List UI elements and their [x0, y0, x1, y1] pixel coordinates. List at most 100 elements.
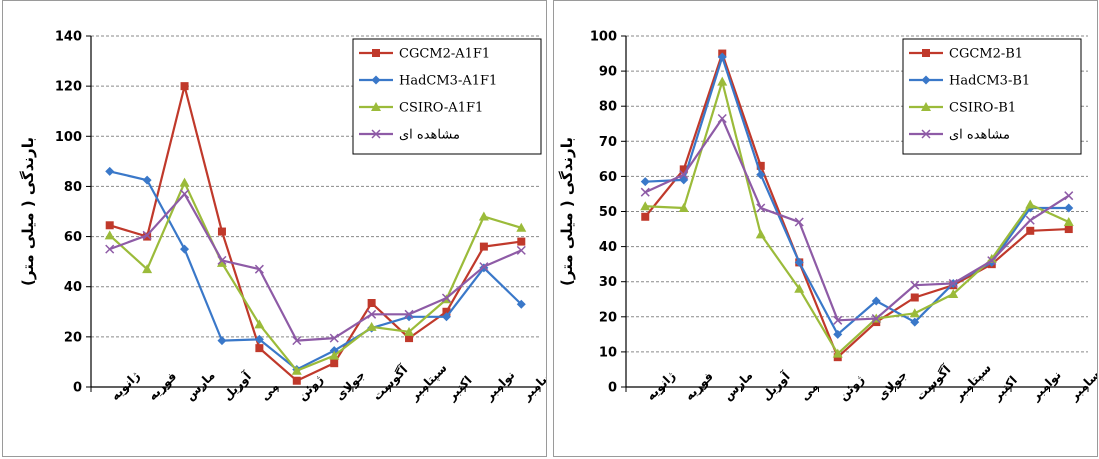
data-point [832, 348, 843, 358]
data-point [442, 307, 451, 316]
x-tick-label: ژوئن [836, 372, 868, 404]
data-point [404, 326, 415, 336]
data-point [756, 161, 765, 170]
series-0 [105, 82, 526, 385]
legend-label: CGCM2-A1F1 [399, 47, 490, 62]
x-tick-label: مارس [720, 368, 755, 403]
x-tick-label: ژانویه [643, 369, 678, 404]
data-point [910, 317, 920, 327]
data-point [640, 201, 651, 211]
data-point [717, 113, 727, 124]
data-point [254, 319, 265, 329]
data-point [516, 245, 526, 255]
data-point [717, 76, 728, 86]
data-point [291, 365, 302, 375]
data-point [678, 202, 689, 212]
x-tick-label: آگوست [912, 361, 954, 403]
data-point [717, 52, 727, 62]
legend-swatch-marker [921, 102, 931, 111]
y-axis-title: بارندگی ( میلی متر) [558, 137, 576, 286]
data-point [478, 211, 489, 221]
y-tick-label: 30 [599, 275, 617, 290]
data-point [217, 227, 226, 236]
x-tick-label: نوامبر [1028, 368, 1065, 405]
legend-label: HadCM3-B1 [949, 74, 1030, 89]
chart-panel-b1: 0 10 20 30 40 50 60 70 80 90 100 ژانویه فوریه مارس آور… [553, 0, 1098, 457]
data-point [143, 232, 152, 241]
y-tick-label: 20 [64, 330, 82, 345]
series-line [109, 85, 522, 382]
x-tick-label: جولای [332, 368, 368, 404]
y-tick-label: 40 [64, 280, 82, 295]
data-point [794, 283, 805, 293]
data-point [142, 230, 152, 240]
y-tick-label: 100 [590, 30, 617, 45]
legend-label: مشاهده ای [949, 128, 1010, 143]
data-point [105, 166, 115, 176]
x-tick-label: ژانویه [108, 369, 143, 404]
data-point [180, 82, 189, 91]
legend-swatch-marker [371, 75, 381, 85]
y-axis-title: بارندگی ( میلی متر) [19, 137, 37, 286]
x-tick-label: آگوست [369, 361, 411, 403]
data-point [180, 244, 190, 254]
data-point [292, 336, 302, 346]
data-point [329, 350, 340, 360]
x-tick-label: مارس [183, 368, 218, 403]
data-point [987, 256, 997, 266]
series-line [645, 80, 1070, 355]
x-tick-label: جولای [874, 368, 910, 404]
series-line [109, 192, 522, 342]
data-point [367, 309, 377, 319]
y-tick-label: 0 [73, 381, 82, 396]
legend-swatch-marker [921, 129, 931, 139]
legend-label: HadCM3-A1F1 [399, 74, 497, 89]
data-point [640, 187, 650, 197]
data-point [142, 264, 153, 274]
x-tick-label: می [258, 379, 282, 403]
data-point [479, 242, 488, 251]
y-tick-label: 120 [55, 80, 82, 95]
data-point [794, 257, 804, 267]
data-point [254, 334, 264, 344]
y-tick-label: 80 [64, 180, 82, 195]
data-point [105, 244, 115, 254]
x-tick-label: سپتامبر [951, 361, 994, 404]
data-point [329, 333, 339, 343]
data-point [909, 308, 920, 318]
legend: CGCM2-A1F1 HadCM3-A1F1 CSIRO-A1F1 مشاهده ای [352, 38, 542, 155]
data-point [517, 237, 526, 246]
y-tick-label: 100 [55, 130, 82, 145]
x-tick-label: اکتبر [989, 373, 1020, 404]
data-point [216, 257, 227, 267]
data-point [1025, 199, 1036, 209]
data-point [441, 293, 451, 303]
series-line [109, 170, 523, 371]
data-point [641, 212, 650, 221]
data-point [1063, 217, 1074, 227]
legend-label: CSIRO-B1 [949, 101, 1016, 116]
legend-label: CGCM2-B1 [949, 47, 1023, 62]
data-point [910, 293, 919, 302]
legend: CGCM2-B1 HadCM3-B1 CSIRO-B1 مشاهده ای [902, 38, 1082, 155]
data-point [479, 262, 489, 272]
data-point [255, 344, 264, 353]
data-point [833, 329, 843, 339]
data-point [679, 170, 689, 180]
data-point [104, 230, 115, 240]
series-2 [104, 177, 527, 375]
y-tick-label: 10 [599, 345, 617, 360]
data-point [1064, 191, 1074, 201]
legend-swatch-marker [371, 129, 381, 139]
legend-label: CSIRO-A1F1 [399, 101, 483, 116]
series-line [644, 52, 1069, 359]
y-tick-label: 0 [608, 381, 617, 396]
data-point [679, 165, 688, 174]
data-point [986, 253, 997, 263]
x-tick-label: آوریل [758, 368, 794, 404]
data-point [1025, 215, 1035, 225]
data-point [330, 359, 339, 368]
data-point [1026, 226, 1035, 235]
